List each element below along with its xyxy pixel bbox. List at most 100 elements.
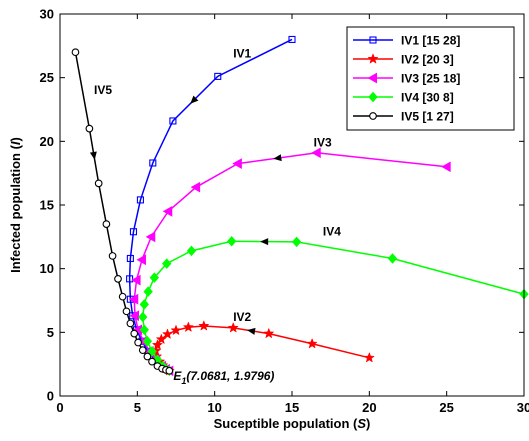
data-point (143, 286, 153, 297)
data-point (126, 254, 134, 263)
data-point (85, 124, 94, 133)
x-tick-label: 20 (362, 400, 376, 415)
direction-arrow (190, 95, 199, 104)
data-point (165, 366, 174, 375)
data-point (214, 72, 222, 80)
data-point (114, 275, 122, 283)
data-point (227, 236, 237, 247)
legend-label: IV2 [20 3] (401, 53, 454, 67)
data-point (232, 158, 242, 169)
data-point (136, 196, 144, 204)
data-point (182, 321, 194, 333)
data-point (94, 179, 103, 188)
data-point (198, 320, 210, 331)
legend-marker (367, 72, 377, 84)
legend-entry-2: IV2 [20 3] (353, 53, 454, 67)
data-point (149, 272, 160, 283)
data-point (136, 254, 146, 266)
legend-label: IV5 [1 27] (401, 110, 454, 124)
data-point (129, 228, 138, 236)
equilibrium-coords: (7.0681, 1.9796) (186, 369, 274, 383)
data-point (161, 328, 174, 340)
y-axis-title-var: I (8, 141, 23, 145)
y-tick-label: 10 (40, 261, 54, 276)
data-point (126, 275, 134, 283)
data-point (186, 245, 197, 257)
legend-marker (369, 36, 377, 44)
direction-arrow (273, 154, 282, 162)
series-line (155, 325, 370, 372)
equilibrium-label: E1(7.0681, 1.9796) (173, 369, 274, 386)
x-tick-label: 15 (285, 400, 299, 415)
y-tick-label: 30 (40, 7, 54, 22)
data-point (131, 274, 141, 286)
curve-labels: IV1 IV2 IV3 IV4 IV5 E1(7.0681, 1.9796) (94, 46, 341, 385)
data-point (169, 117, 177, 125)
data-point (138, 311, 148, 323)
data-point (155, 333, 167, 345)
legend-label: IV3 [25 18] (401, 72, 460, 86)
axes: 0 5 10 15 20 25 30 0 5 10 15 20 25 30 Suceptible popul… (8, 7, 529, 432)
x-tick-label: 30 (517, 400, 529, 415)
data-point (130, 329, 139, 338)
data-point (139, 324, 149, 336)
data-point (311, 147, 321, 159)
legend: IV1 [15 28] IV2 [20 3] IV3 [25 18] IV4 [30 … (346, 26, 515, 131)
data-point (122, 307, 131, 316)
legend-marker (369, 112, 377, 120)
data-point (227, 321, 239, 333)
data-point (102, 220, 111, 228)
curve-label-4: IV4 (323, 225, 341, 239)
equilibrium-subscript: 1 (181, 376, 186, 386)
series-5 (71, 48, 174, 375)
direction-arrow (247, 327, 256, 335)
data-point (71, 48, 80, 57)
direction-arrow (89, 151, 97, 160)
x-axis-title-var: S (357, 416, 366, 431)
x-axis-title-end: ) (366, 416, 370, 431)
y-tick-label: 0 (47, 389, 54, 404)
data-point (441, 161, 451, 173)
data-point (263, 327, 275, 339)
plot-area (71, 35, 529, 377)
curve-label-5: IV5 (94, 83, 112, 97)
legend-entry-4: IV4 [30 8] (353, 91, 454, 105)
data-point (142, 335, 153, 347)
y-tick-label: 25 (40, 70, 54, 85)
data-point (118, 292, 127, 301)
data-point (190, 181, 201, 193)
data-point (108, 252, 117, 260)
data-point (151, 339, 164, 350)
curve-label-3: IV3 (314, 135, 332, 149)
y-tick-label: 5 (47, 325, 54, 340)
data-point (162, 258, 172, 269)
data-point (148, 357, 156, 366)
series-line (128, 38, 293, 372)
y-axis-title-end: ) (8, 137, 23, 141)
data-point (143, 352, 152, 361)
data-point (126, 319, 135, 328)
x-tick-label: 10 (207, 400, 221, 415)
curve-label-2: IV2 (233, 310, 251, 324)
data-point (170, 324, 182, 336)
data-point (145, 231, 156, 243)
y-tick-label: 20 (40, 134, 54, 149)
x-tick-label: 5 (134, 400, 141, 415)
legend-label: IV1 [15 28] (401, 34, 460, 48)
data-point (387, 253, 398, 264)
data-point (149, 159, 157, 167)
legend-marker (368, 91, 378, 103)
direction-arrow (260, 238, 269, 246)
data-point (291, 236, 302, 248)
equilibrium-symbol: E (173, 369, 182, 383)
x-axis-title-main: Suceptible population ( (214, 416, 358, 431)
series-line (74, 52, 170, 372)
data-point (129, 310, 140, 322)
data-point (139, 299, 149, 310)
x-tick-label: 0 (56, 400, 63, 415)
legend-entry-1: IV1 [15 28] (353, 34, 460, 48)
legend-marker (367, 53, 379, 64)
data-point (288, 35, 296, 44)
data-point (134, 338, 142, 347)
